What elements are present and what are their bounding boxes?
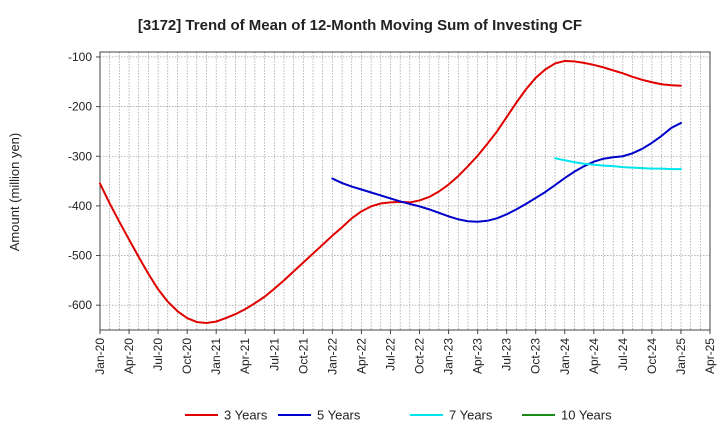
series-lines bbox=[99, 59, 682, 325]
y-tick-label: -400 bbox=[68, 199, 92, 213]
y-tick-label: -100 bbox=[68, 50, 92, 64]
x-tick-label: Oct-22 bbox=[413, 338, 427, 374]
x-tick-label: Jan-22 bbox=[325, 338, 339, 375]
x-tick-label: Jan-24 bbox=[558, 338, 572, 375]
y-tick-label: -300 bbox=[68, 149, 92, 163]
x-tick-label: Jan-23 bbox=[442, 338, 456, 375]
y-axis-label: Amount (million yen) bbox=[7, 133, 22, 252]
legend: 3 Years 5 Years 7 Years 10 Years bbox=[185, 408, 612, 423]
x-tick-label: Apr-21 bbox=[238, 338, 252, 374]
x-tick-label: Oct-21 bbox=[296, 338, 310, 374]
y-axis-ticks: -100 -200 -300 -400 -500 -600 bbox=[68, 50, 100, 312]
x-axis-ticks: Jan-20 Apr-20 Jul-20 Oct-20 Jan-21 Apr-21 Jul-… bbox=[93, 330, 717, 375]
chart-title: [3172] Trend of Mean of 12-Month Moving … bbox=[138, 17, 582, 34]
x-tick-label: Jan-20 bbox=[93, 338, 107, 375]
x-tick-label: Jan-25 bbox=[674, 338, 688, 375]
legend-label-3-years: 3 Years bbox=[224, 408, 268, 423]
y-tick-label: -500 bbox=[68, 249, 92, 263]
x-tick-label: Jul-21 bbox=[267, 338, 281, 371]
gridlines bbox=[99, 52, 711, 330]
x-tick-label: Apr-20 bbox=[122, 338, 136, 374]
x-tick-label: Apr-23 bbox=[471, 338, 485, 374]
legend-label-7-years: 7 Years bbox=[449, 408, 493, 423]
series-line-5-years bbox=[331, 121, 682, 223]
series-line-7-years bbox=[554, 157, 682, 171]
y-tick-label: -600 bbox=[68, 298, 92, 312]
series-line-3-years bbox=[99, 59, 682, 325]
legend-label-5-years: 5 Years bbox=[317, 408, 361, 423]
x-tick-label: Apr-22 bbox=[354, 338, 368, 374]
x-tick-label: Jul-24 bbox=[616, 338, 630, 371]
x-tick-label: Apr-25 bbox=[703, 338, 717, 374]
x-tick-label: Oct-24 bbox=[645, 338, 659, 374]
x-tick-label: Apr-24 bbox=[587, 338, 601, 374]
x-tick-label: Jul-20 bbox=[151, 338, 165, 371]
x-tick-label: Jul-23 bbox=[500, 338, 514, 371]
x-tick-label: Jan-21 bbox=[209, 338, 223, 375]
legend-label-10-years: 10 Years bbox=[561, 408, 612, 423]
y-tick-label: -200 bbox=[68, 100, 92, 114]
x-tick-label: Oct-23 bbox=[529, 338, 543, 374]
plot-frame bbox=[99, 51, 711, 331]
x-tick-label: Oct-20 bbox=[180, 338, 194, 374]
x-tick-label: Jul-22 bbox=[383, 338, 397, 371]
axes bbox=[99, 51, 711, 331]
